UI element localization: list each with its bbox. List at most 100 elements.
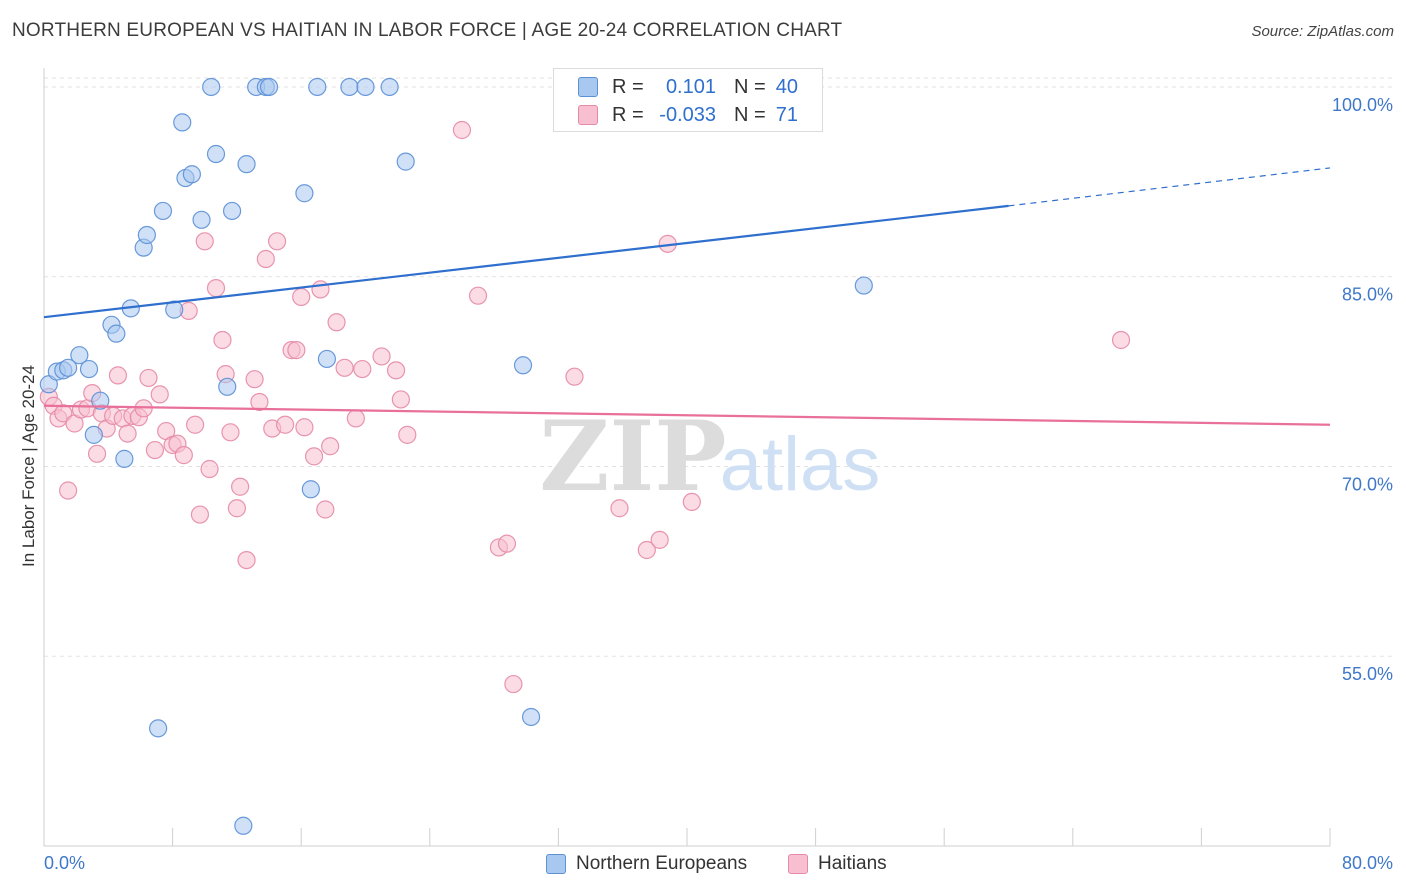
source-credit: Source: ZipAtlas.com	[1251, 23, 1394, 40]
northern-european-point	[173, 113, 192, 132]
northern-european-point	[854, 276, 873, 295]
northern-european-point	[317, 349, 337, 369]
northern-european-point	[237, 155, 256, 174]
haitian-point	[287, 341, 306, 360]
northern-european-point	[340, 77, 359, 97]
northern-european-point	[234, 816, 253, 835]
legend-r-value: 0.101	[665, 75, 716, 98]
chart-title: NORTHERN EUROPEAN VS HAITIAN IN LABOR FO…	[12, 20, 843, 41]
haitian-point	[682, 492, 701, 512]
legend-n-label: N =	[734, 103, 766, 126]
haitian-point	[206, 279, 226, 298]
haitian-point	[452, 120, 472, 140]
northern-european-point	[301, 480, 320, 499]
legend-r-value: -0.033	[659, 103, 716, 126]
legend-r-label: R =	[612, 103, 644, 126]
northern-european-point	[222, 201, 242, 221]
northern-european-point	[182, 165, 201, 184]
haitian-point	[391, 390, 410, 409]
haitian-point	[190, 505, 210, 524]
northern-european-point	[137, 225, 156, 245]
haitian-point	[221, 423, 240, 442]
x-tick-label: 0.0%	[44, 853, 85, 873]
northern-european-point	[84, 425, 103, 444]
northern-european-point	[192, 210, 211, 229]
haitian-point	[311, 280, 330, 299]
haitian-point	[200, 459, 219, 479]
haitian-point	[321, 437, 340, 456]
legend-item-northern-europeans: Northern Europeans	[546, 850, 747, 878]
haitian-point	[372, 347, 391, 366]
haitian-point	[650, 530, 669, 549]
haitian-point	[316, 500, 335, 519]
haitian-point	[335, 358, 354, 377]
y-tick-label: 100.0%	[1332, 95, 1393, 115]
haitian-point	[118, 424, 137, 443]
northern-european-point	[513, 356, 533, 375]
haitian-point	[186, 415, 205, 434]
northern-european-point	[356, 77, 375, 97]
haitian-point	[250, 392, 269, 412]
haitian-point	[213, 330, 232, 350]
northern-european-point	[259, 77, 279, 97]
haitian-point	[245, 370, 264, 389]
legend-n-label: N =	[734, 75, 766, 98]
haitian-point	[108, 366, 128, 385]
watermark-atlas: atlas	[720, 422, 881, 507]
northern-european-point	[153, 201, 173, 221]
northern-european-point	[202, 77, 221, 97]
haitian-point	[637, 540, 656, 560]
northern-european-point	[107, 324, 126, 343]
y-tick-label: 85.0%	[1342, 285, 1393, 305]
haitian-point	[386, 361, 406, 380]
northern-european-point	[380, 77, 399, 97]
haitian-point	[87, 444, 107, 463]
y-tick-label: 55.0%	[1342, 664, 1393, 684]
haitian-point	[195, 232, 214, 251]
haitian-point	[227, 499, 246, 518]
northern-european-point	[70, 346, 89, 365]
haitian-point	[145, 440, 165, 460]
northern-european-point	[218, 377, 237, 396]
legend-item-haitians: Haitians	[788, 850, 887, 878]
haitian-point	[54, 404, 73, 423]
haitian-point	[295, 418, 314, 437]
northern-european-point	[206, 144, 226, 164]
haitian-point	[468, 286, 488, 305]
haitian-point	[150, 385, 169, 404]
haitian-point	[256, 249, 275, 269]
axes	[43, 68, 1331, 847]
northern-european-point	[79, 359, 99, 379]
tick-labels: 55.0% 70.0% 85.0% 100.0% 0.0% 80.0%	[44, 95, 1393, 873]
haitian-point	[610, 499, 629, 518]
legend-swatch-northern-europeans	[578, 77, 598, 97]
haitian-point	[59, 481, 78, 500]
northern-european-point	[521, 707, 541, 727]
haitian-point	[327, 313, 346, 332]
haitian-point	[231, 477, 250, 496]
haitian-point	[398, 425, 417, 444]
data-points	[39, 77, 1131, 835]
haitian-point	[139, 368, 158, 388]
haitian-point	[174, 446, 193, 465]
y-tick-label: 70.0%	[1342, 474, 1393, 494]
northern-european-point	[295, 184, 314, 203]
legend-label-northern-europeans: Northern Europeans	[576, 853, 748, 874]
northern-european-point	[115, 449, 134, 468]
haitian-point	[504, 674, 523, 694]
legend-swatch-haitians	[578, 105, 598, 125]
legend-r-label: R =	[612, 75, 644, 98]
haitian-point	[292, 287, 311, 307]
haitian-point	[346, 409, 365, 428]
haitian-point	[497, 534, 517, 553]
trend-lines	[43, 167, 1331, 426]
legend-n-value: 40	[775, 75, 798, 98]
northern-european-point	[308, 77, 327, 97]
haitian-trend-line	[43, 404, 1331, 426]
legend-n-value: 71	[775, 103, 798, 126]
haitian-point	[565, 367, 584, 386]
haitian-point	[237, 551, 256, 570]
northern-european-point	[396, 152, 415, 171]
haitian-point	[267, 232, 287, 251]
